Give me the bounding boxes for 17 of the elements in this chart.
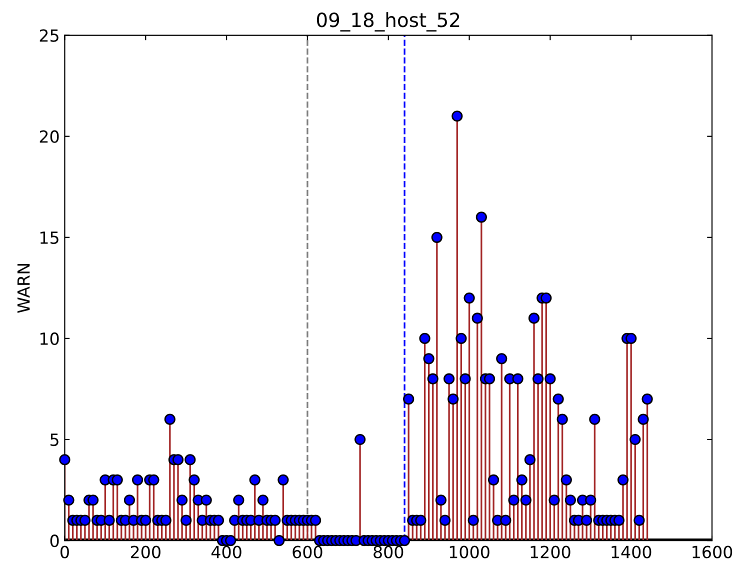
y-axis-title: WARN: [17, 264, 30, 313]
x-tick-label: 600: [292, 546, 322, 558]
chart-title: 09_18_host_52: [316, 12, 460, 32]
y-tick-label: 10: [40, 332, 59, 346]
y-tick-label: 25: [40, 29, 58, 42]
y-tick-label: 15: [40, 232, 58, 244]
x-tick-label: 1600: [692, 546, 732, 558]
x-tick-label: 800: [374, 546, 404, 558]
x-tick-label: 400: [211, 546, 242, 558]
y-tick-label: 5: [50, 434, 58, 446]
x-tick-label: 1000: [450, 546, 490, 558]
y-tick-label: 20: [40, 130, 59, 143]
x-tick-label: 1400: [612, 546, 652, 558]
x-tick-label: 1200: [530, 546, 570, 558]
y-tick-label: 0: [50, 534, 59, 548]
x-tick-label: 0: [60, 546, 69, 558]
x-tick-label: 200: [130, 546, 160, 558]
